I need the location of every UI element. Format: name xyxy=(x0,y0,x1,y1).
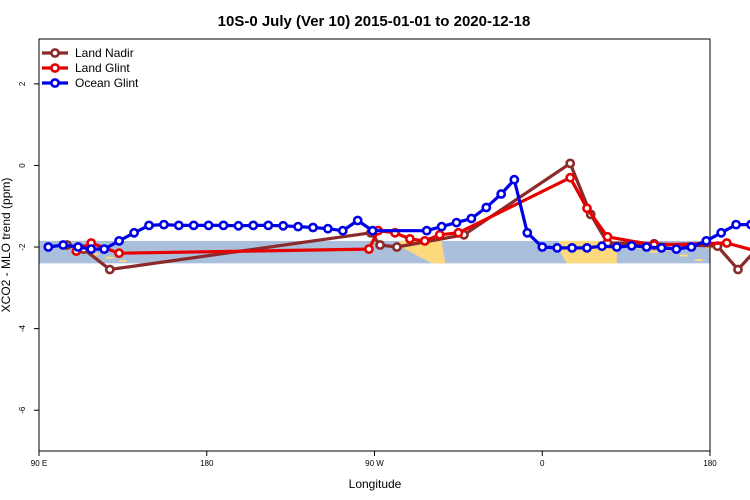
ocean-glint-point xyxy=(233,220,244,231)
island-land xyxy=(118,260,127,263)
ocean-glint-point xyxy=(248,220,259,231)
legend-label: Ocean Glint xyxy=(75,76,139,90)
land-glint-point xyxy=(404,233,415,244)
x-axis: 90 E 180 90 W 0 180 xyxy=(31,451,717,468)
island-land xyxy=(105,256,114,259)
ocean-glint-point xyxy=(496,189,507,199)
ocean-glint-point xyxy=(293,221,303,232)
legend-swatch-marker xyxy=(50,78,60,88)
legend-item-ocean-glint: Ocean Glint xyxy=(42,76,139,90)
legend-label: Land Nadir xyxy=(75,46,134,60)
y-tick-label: -4 xyxy=(18,325,27,333)
land-nadir-point xyxy=(733,264,743,275)
x-tick-label: 180 xyxy=(703,459,717,468)
land-glint-point xyxy=(453,227,464,238)
ocean-glint-point xyxy=(263,220,274,231)
ocean-glint-point xyxy=(597,241,607,252)
ocean-glint-point xyxy=(337,225,348,236)
land-glint-line xyxy=(75,176,750,255)
ocean-glint-point xyxy=(671,244,682,254)
ocean-glint-point xyxy=(567,242,577,253)
series-layer xyxy=(43,158,750,275)
ocean-glint-point xyxy=(466,213,477,224)
south-america-land xyxy=(398,240,446,264)
ocean-glint-line xyxy=(48,178,750,251)
ocean-glint-point xyxy=(129,227,139,238)
ocean-glint-point xyxy=(701,235,712,246)
ocean-glint-point xyxy=(656,242,667,253)
y-tick-label: -2 xyxy=(18,243,27,251)
ocean-glint-point xyxy=(114,235,124,246)
ocean-glint-point xyxy=(308,222,318,233)
ocean-glint-point xyxy=(144,220,154,231)
ocean-glint-point xyxy=(58,240,69,250)
series-ocean-glint xyxy=(43,174,750,254)
ocean-glint-point xyxy=(611,242,622,252)
ocean-glint-point xyxy=(746,219,750,230)
ocean-glint-point xyxy=(173,220,184,231)
land-nadir-point xyxy=(565,158,576,169)
x-tick-label: 90 E xyxy=(31,459,47,468)
legend-item-land-glint: Land Glint xyxy=(42,61,130,75)
ocean-glint-point xyxy=(481,202,492,213)
land-nadir-point xyxy=(375,240,385,250)
island-land xyxy=(694,258,703,261)
land-nadir-line xyxy=(66,161,750,272)
chart-title: 10S-0 July (Ver 10) 2015-01-01 to 2020-1… xyxy=(218,13,531,30)
ocean-glint-point xyxy=(43,242,54,252)
ocean-glint-point xyxy=(322,223,333,234)
land-glint-point xyxy=(434,229,445,240)
legend-label: Land Glint xyxy=(75,61,130,75)
ocean-glint-point xyxy=(509,174,520,185)
ocean-glint-point xyxy=(436,221,447,232)
land-glint-point xyxy=(114,248,124,259)
ocean-glint-point xyxy=(552,242,563,253)
y-axis-label: XCO2 - MLO trend (ppm) xyxy=(0,178,13,313)
ocean-glint-point xyxy=(367,225,378,236)
ocean-glint-point xyxy=(158,219,169,230)
land-nadir-point xyxy=(104,264,115,275)
ocean-glint-point xyxy=(278,220,289,231)
ocean-glint-point xyxy=(686,242,697,252)
ocean-glint-point xyxy=(716,227,727,238)
y-tick-label: -6 xyxy=(18,406,27,414)
x-tick-label: 180 xyxy=(200,459,214,468)
island-land xyxy=(650,251,659,254)
legend-item-land-nadir: Land Nadir xyxy=(42,46,134,60)
ocean-glint-point xyxy=(641,242,652,252)
ocean-glint-point xyxy=(73,242,83,252)
legend-swatch-marker xyxy=(50,48,60,58)
ocean-glint-point xyxy=(99,244,110,254)
land-glint-point xyxy=(602,231,613,242)
x-axis-label: Longitude xyxy=(349,477,402,491)
ocean-glint-point xyxy=(522,227,533,238)
island-land xyxy=(679,254,688,257)
ocean-glint-point xyxy=(188,220,199,231)
y-axis: 2 0 -2 -4 -6 xyxy=(18,81,39,414)
ocean-glint-point xyxy=(451,217,462,228)
y-tick-label: 0 xyxy=(18,163,27,168)
land-glint-point xyxy=(363,244,374,254)
ocean-glint-point xyxy=(626,240,637,251)
ocean-glint-point xyxy=(582,242,592,253)
ocean-glint-point xyxy=(731,219,741,230)
series-land-glint xyxy=(71,172,750,259)
ocean-glint-point xyxy=(352,215,363,226)
ocean-glint-point xyxy=(537,242,548,252)
y-tick-label: 2 xyxy=(18,81,27,86)
land-nadir-point xyxy=(391,242,402,252)
x-tick-label: 90 W xyxy=(365,459,384,468)
land-glint-point xyxy=(565,172,576,183)
land-glint-point xyxy=(721,238,732,248)
ocean-glint-point xyxy=(203,220,214,231)
legend-swatch-marker xyxy=(50,63,60,73)
ocean-glint-point xyxy=(86,244,97,254)
x-tick-label: 0 xyxy=(540,459,545,468)
ocean-glint-point xyxy=(421,225,432,236)
ocean-glint-point xyxy=(218,220,229,231)
land-glint-point xyxy=(419,235,430,246)
land-glint-point xyxy=(582,203,592,214)
